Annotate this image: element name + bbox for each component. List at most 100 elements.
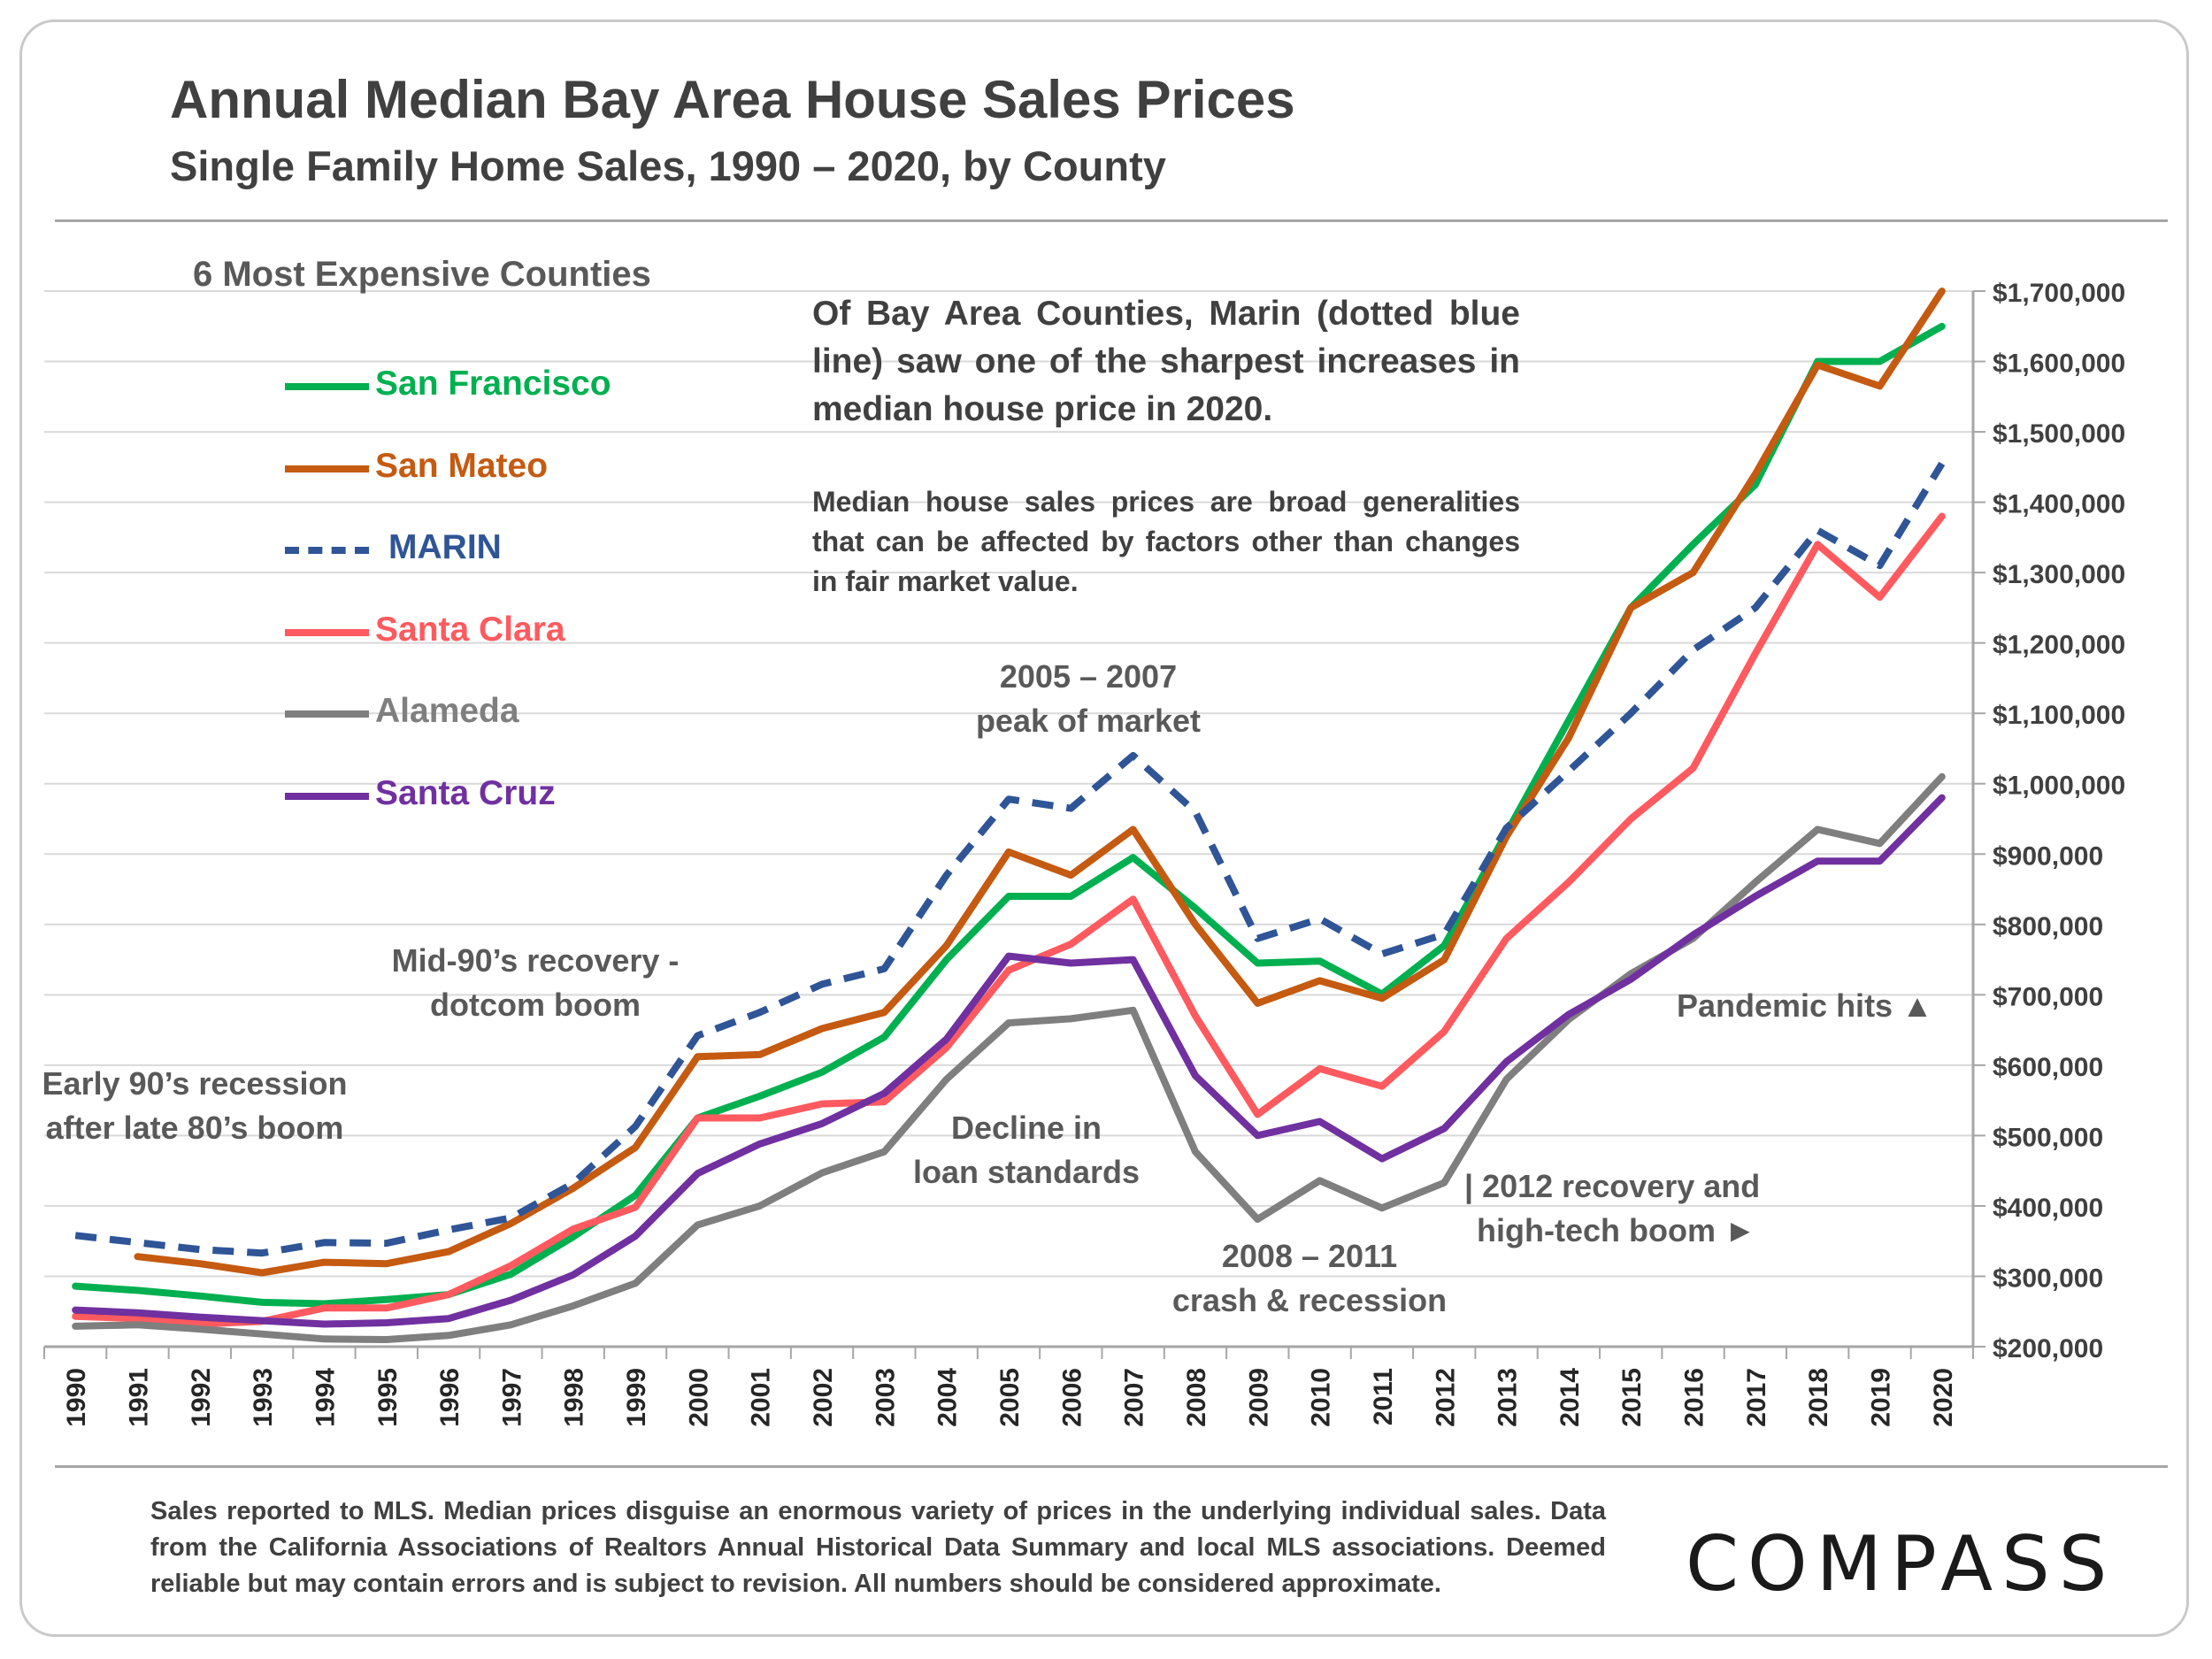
annotation-peak-line2: peak of market: [975, 703, 1202, 739]
note-main: Of Bay Area Counties, Marin (dotted blue…: [812, 295, 1520, 428]
x-tick-label: 2000: [684, 1368, 713, 1427]
legend-item-santa-cruz: Santa Cruz: [285, 769, 657, 822]
x-tick-label: 2016: [1680, 1368, 1709, 1427]
annotation-crash: 2008 – 2011 crash & recession: [1159, 1234, 1460, 1323]
series-line-alameda: [72, 772, 1946, 1343]
annotation-early-90s-line1: Early 90’s recession: [42, 1065, 348, 1102]
footer-divider: [55, 1465, 2168, 1468]
x-tick-label: 1990: [62, 1368, 91, 1427]
x-tick-label: 1993: [249, 1368, 278, 1427]
legend-label: MARIN: [388, 528, 502, 566]
x-tick-label: 1994: [311, 1368, 340, 1427]
legend-label: Santa Clara: [375, 611, 565, 649]
series-line-santa-cruz: [72, 794, 1946, 1328]
legend-label: Alameda: [375, 692, 519, 730]
series-line-santa-clara: [72, 512, 1946, 1328]
legend-item-san-mateo: San Mateo: [285, 442, 657, 495]
x-tick-label: 2009: [1244, 1368, 1273, 1427]
x-tick-label: 2018: [1804, 1368, 1833, 1427]
x-tick-label: 2006: [1057, 1368, 1087, 1427]
y-tick-label: $400,000: [1993, 1194, 2103, 1223]
series-line-san-mateo: [134, 288, 1946, 1277]
legend-label: Santa Cruz: [375, 774, 556, 812]
gridlines: [44, 290, 1973, 1278]
x-tick-label: 1992: [187, 1368, 216, 1427]
page-title: Annual Median Bay Area House Sales Price…: [170, 70, 1295, 129]
y-tick-label: $1,500,000: [1993, 419, 2125, 449]
legend-swatch: [285, 710, 369, 718]
annotation-pandemic: Pandemic hits ▲: [1677, 984, 1942, 1028]
y-tick-label: $700,000: [1993, 982, 2103, 1011]
legend-swatch: [285, 629, 369, 636]
y-tick-label: $1,300,000: [1993, 560, 2125, 589]
y-tick-label: $900,000: [1993, 841, 2103, 871]
note-caveat: Median house sales prices are broad gene…: [812, 486, 1520, 597]
y-tick-label: $300,000: [1993, 1263, 2103, 1293]
y-tick-label: $500,000: [1993, 1123, 2103, 1152]
annotation-early-90s: Early 90’s recession after late 80’s boo…: [35, 1062, 354, 1150]
x-tick-label: 2010: [1307, 1368, 1336, 1427]
annotation-recovery: | 2012 recovery and high-tech boom ►: [1464, 1164, 1783, 1253]
legend-swatch: [285, 383, 369, 390]
y-tick-label: $1,700,000: [1993, 279, 2125, 308]
legend-title: 6 Most Expensive Counties: [193, 255, 651, 294]
y-tick-label: $600,000: [1993, 1053, 2103, 1082]
legend-item-san-francisco: San Francisco: [285, 359, 657, 412]
annotation-decline: Decline in loan standards: [894, 1106, 1159, 1194]
x-tick-label: 2014: [1555, 1368, 1585, 1427]
x-tick-label: 1991: [124, 1368, 153, 1427]
annotation-crash-line2: crash & recession: [1171, 1282, 1448, 1318]
x-tick-label: 2008: [1182, 1368, 1211, 1427]
legend-label: San Mateo: [375, 447, 549, 485]
y-tick-label: $1,100,000: [1993, 701, 2125, 730]
y-tick-label: $1,000,000: [1993, 772, 2125, 801]
page-subtitle: Single Family Home Sales, 1990 – 2020, b…: [170, 142, 1166, 189]
annotation-mid-90s-line1: Mid-90’s recovery -: [391, 942, 680, 979]
x-tick-label: 2012: [1431, 1368, 1460, 1427]
series-lines: [72, 288, 1946, 1343]
y-tick-label: $1,600,000: [1993, 349, 2125, 379]
y-tick-label: $1,400,000: [1993, 490, 2125, 519]
legend-swatch: [285, 547, 369, 554]
x-tick-label: 2007: [1120, 1368, 1149, 1427]
axes: $200,000 $300,000 $400,000 $500,000 $600,000…: [43, 279, 2125, 1427]
annotation-recovery-line1: | 2012 recovery and: [1464, 1168, 1761, 1204]
x-tick-label: 2005: [995, 1368, 1025, 1427]
annotation-mid-90s-line2: dotcom boom: [430, 987, 641, 1023]
annotation-mid-90s: Mid-90’s recovery - dotcom boom: [376, 939, 695, 1027]
annotation-peak-line1: 2005 – 2007: [999, 658, 1178, 695]
legend-swatch: [285, 793, 369, 800]
annotation-decline-line1: Decline in: [950, 1110, 1102, 1146]
legend-item-marin: MARIN: [285, 523, 657, 576]
x-tick-label: 2001: [747, 1368, 776, 1427]
annotation-crash-line1: 2008 – 2011: [1221, 1238, 1398, 1274]
x-tick-label: 2004: [933, 1368, 963, 1427]
annotation-early-90s-line2: after late 80’s boom: [45, 1110, 344, 1146]
x-tick-label: 1998: [560, 1368, 589, 1427]
y-tick-label: $1,200,000: [1993, 631, 2125, 660]
annotation-pandemic-line1: Pandemic hits ▲: [1677, 987, 1933, 1024]
annotation-peak: 2005 – 2007 peak of market: [947, 655, 1230, 743]
x-tick-label: 2013: [1494, 1368, 1523, 1427]
legend-item-santa-clara: Santa Clara: [285, 605, 657, 658]
x-tick-label: 2017: [1742, 1368, 1771, 1427]
legend-label: San Francisco: [375, 365, 611, 403]
legend-item-alameda: Alameda: [285, 687, 657, 740]
x-tick-label: 1995: [373, 1368, 403, 1427]
annotation-decline-line2: loan standards: [912, 1154, 1141, 1190]
x-tick-label: 2015: [1617, 1368, 1647, 1427]
y-tick-label: $800,000: [1993, 912, 2103, 941]
series-line-marin: [74, 461, 1946, 1257]
y-tick-label: $200,000: [1993, 1334, 2103, 1363]
legend-swatch: [285, 465, 369, 472]
line-chart: $200,000 $300,000 $400,000 $500,000 $600,000…: [43, 279, 2125, 1427]
header-divider: [55, 219, 2168, 222]
compass-logo: COMPASS: [1686, 1520, 2116, 1609]
x-tick-label: 1997: [497, 1368, 526, 1427]
x-tick-label: 2003: [871, 1368, 900, 1427]
x-tick-label: 1996: [435, 1368, 465, 1427]
x-tick-label: 2002: [809, 1368, 838, 1427]
annotation-recovery-line2: high-tech boom ►: [1477, 1212, 1756, 1248]
x-tick-label: 2020: [1929, 1368, 1958, 1427]
x-tick-label: 1999: [622, 1368, 651, 1427]
